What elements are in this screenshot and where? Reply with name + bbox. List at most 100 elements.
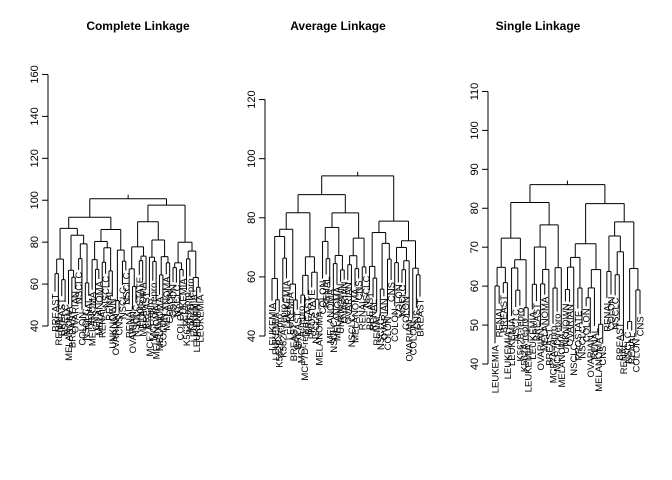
average-linkage-title: Average Linkage — [290, 19, 386, 33]
leaf-label: NSCLC — [611, 297, 622, 329]
y-tick-label: 40 — [246, 330, 258, 342]
leaf-label: CNS — [598, 346, 609, 366]
leaf-label: PROSTATE — [573, 311, 584, 361]
leaf-label: OVARIAN — [340, 281, 351, 323]
complete-linkage-title: Complete Linkage — [86, 19, 190, 33]
leaf-label: LEUKEMIA — [268, 302, 279, 351]
leaf-label: COLON — [394, 284, 405, 318]
leaf-label: MELANOMA — [557, 332, 568, 387]
leaf-label: COLON — [408, 321, 419, 355]
leaf-label: LEUKEMIA — [282, 280, 293, 329]
leaf-label: NSCLC — [81, 308, 92, 340]
leaf-label: RENAL — [104, 289, 115, 321]
leaf-label: NSCLC — [376, 318, 387, 350]
leaf-label: LEUKEMIA — [503, 331, 514, 380]
leaf-label: UNKNOWN — [336, 284, 347, 334]
leaf-label: RENAL — [84, 298, 95, 330]
y-tick-label: 70 — [469, 241, 481, 253]
leaf-label: NSCLC — [361, 276, 372, 308]
leaf-label: NSCLC — [74, 272, 85, 304]
average-linkage-leaf-labels: LEUKEMIALEUKEMIAK562B-reproK562A-reproLE… — [268, 276, 427, 381]
leaf-label: NSCLC — [623, 331, 634, 363]
leaf-label: LEUKEMIA — [528, 311, 539, 360]
leaf-label: OVARIAN — [128, 311, 139, 353]
leaf-label: MCF7A-repro — [145, 299, 156, 357]
leaf-label: COLON — [401, 296, 412, 330]
leaf-label: MCF7A-repro — [549, 326, 560, 384]
y-tick-label: 100 — [29, 191, 41, 209]
leaf-label: OVARIAN — [111, 313, 122, 355]
leaf-label: K562B-repro — [515, 308, 526, 362]
leaf-label: MCF7A-repro — [296, 306, 307, 364]
leaf-label: RENAL — [369, 299, 380, 331]
leaf-label: OVARIAN — [343, 282, 354, 324]
leaf-label: BREAST — [289, 323, 300, 361]
leaf-label: UNKNOWN — [108, 298, 119, 348]
leaf-label: LEUKEMIA — [507, 317, 518, 366]
leaf-label: RENAL — [54, 314, 65, 346]
leaf-label: OVARIAN — [586, 335, 597, 377]
leaf-label: NSCLC — [121, 272, 132, 304]
y-tick-label: 80 — [246, 212, 258, 224]
leaf-label: CNS — [91, 310, 102, 330]
leaf-label: PROSTATE — [307, 289, 318, 339]
leaf-label: BREAST — [365, 292, 376, 330]
leaf-label: OVARIAN — [405, 319, 416, 361]
average-linkage-y-axis: 40 60 80 100 120 — [246, 90, 266, 342]
leaf-label: BREAST — [304, 297, 315, 335]
single-linkage-title: Single Linkage — [496, 19, 581, 33]
leaf-label: NSCLC — [61, 304, 72, 336]
leaf-label: RENAL — [358, 299, 369, 331]
average-linkage-tree — [271, 171, 421, 322]
leaf-label: NSCLC — [347, 315, 358, 347]
leaf-label: BREAST — [544, 328, 555, 366]
leaf-label: OVARIAN — [379, 298, 390, 340]
leaf-label: BREAST — [67, 310, 78, 348]
leaf-label: COLON — [582, 308, 593, 342]
y-tick-label: 120 — [29, 149, 41, 167]
single-linkage-leaf-labels: LEUKEMIARENALBREASTLEUKEMIALEUKEMIANSCLC… — [491, 295, 647, 393]
leaf-label: OVARIAN — [565, 304, 576, 346]
leaf-label: NSCLC — [329, 320, 340, 352]
y-tick-label: 40 — [29, 320, 41, 332]
y-tick-label: 110 — [469, 83, 481, 101]
y-tick-label: 140 — [29, 107, 41, 125]
leaf-label: LEUKEMIA — [179, 278, 190, 327]
leaf-label: MELANOMA — [94, 280, 105, 335]
leaf-label: RENAL — [627, 333, 638, 365]
leaf-label: CNS — [115, 315, 126, 335]
leaf-label: BREAST — [51, 293, 62, 331]
leaf-label: CNS — [387, 282, 398, 302]
leaf-label: LEUKEMIA — [192, 304, 203, 353]
leaf-label: COLON — [175, 307, 186, 341]
y-tick-label: 60 — [29, 278, 41, 290]
leaf-label: NSCLC — [118, 287, 129, 319]
leaf-label: BREAST — [57, 298, 68, 336]
leaf-label: BREAST — [499, 295, 510, 333]
leaf-label: PROSTATE — [135, 277, 146, 327]
leaf-label: BREAST — [416, 298, 427, 336]
leaf-label: MELANOMA — [332, 286, 343, 341]
y-tick-label: 120 — [246, 90, 258, 108]
leaf-label: CNS — [636, 316, 647, 336]
leaf-label: NSCLC — [131, 305, 142, 337]
leaf-label: BREAST — [293, 311, 304, 349]
leaf-label: RENAL — [602, 300, 613, 332]
leaf-label: LEUKEMIA — [189, 294, 200, 343]
leaf-label: K562A-repro — [520, 318, 531, 372]
leaf-label: CNS — [354, 280, 365, 300]
leaf-label: OVARIAN — [536, 328, 547, 370]
leaf-label: RENAL — [590, 328, 601, 360]
single-linkage-tree — [494, 180, 641, 344]
leaf-label: MELANOMA — [64, 306, 75, 361]
leaf-label: LEUKEMIA — [286, 291, 297, 340]
leaf-label: NSCLC — [511, 309, 522, 341]
leaf-label: LEUKEMIA — [271, 312, 282, 361]
complete-linkage-tree — [54, 194, 201, 314]
leaf-label: NSCLC — [397, 285, 408, 317]
y-tick-label: 60 — [246, 271, 258, 283]
single-linkage-panel: Single Linkage 40 50 60 70 80 90 100 110 LEUKEM… — [469, 19, 647, 393]
leaf-label: CNS — [412, 310, 423, 330]
leaf-label: LEUKEMIA — [196, 294, 207, 343]
